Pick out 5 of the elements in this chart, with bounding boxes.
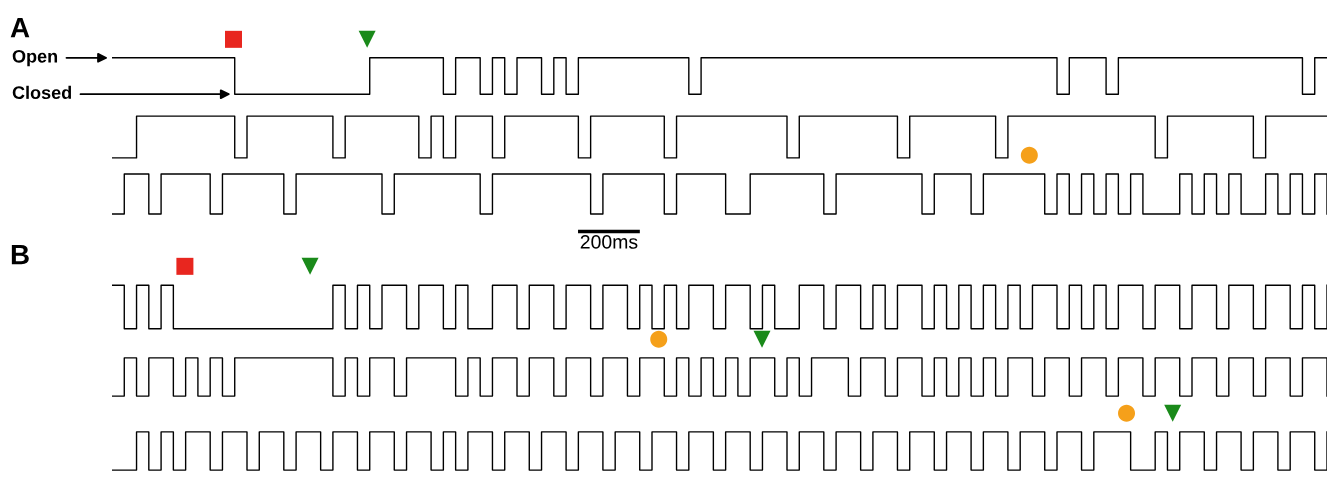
text: 200ms (580, 234, 638, 249)
text: Open (12, 49, 58, 67)
text: Closed (12, 85, 72, 100)
chart-title: A (10, 18, 30, 38)
chart-title: B (11, 245, 29, 265)
